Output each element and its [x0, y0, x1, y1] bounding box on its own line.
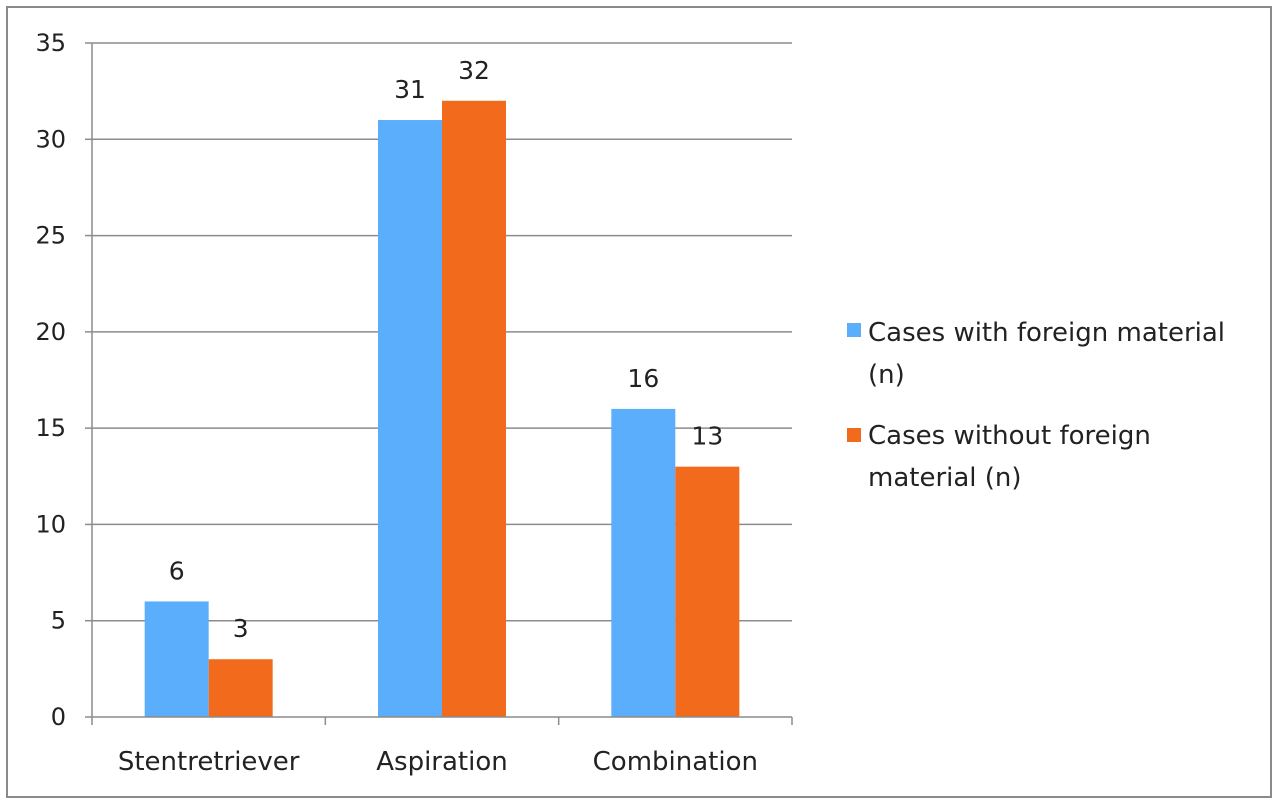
legend-label-series-2-line-1: Cases without foreign	[868, 421, 1151, 451]
y-tick-label-20: 20	[35, 318, 66, 346]
legend-label-series-1-line-2: (n)	[868, 360, 905, 390]
data-label-series-1-combination: 16	[627, 364, 659, 393]
bar-series-1-combination	[611, 408, 676, 717]
bar-series-1-aspiration	[378, 120, 442, 718]
data-label-series-2-combination: 13	[691, 422, 723, 451]
legend-swatch-series-1	[847, 323, 861, 337]
y-tick-label-25: 25	[35, 222, 66, 250]
y-tick-label-35: 35	[35, 29, 66, 57]
bar-series-2-aspiration	[442, 100, 506, 718]
x-category-label-aspiration: Aspiration	[376, 747, 508, 777]
y-tick-label-15: 15	[35, 414, 66, 442]
legend-label-series-1-line-1: Cases with foreign material	[868, 318, 1225, 348]
legend: Cases with foreign material (n) Cases wi…	[847, 318, 1225, 493]
y-tick-label-0: 0	[51, 703, 66, 731]
bars	[144, 100, 740, 718]
data-label-series-1-stentretriever: 6	[169, 556, 185, 585]
y-tick-label-10: 10	[35, 510, 66, 538]
bar-series-2-stentretriever	[208, 659, 273, 717]
data-labels: 6 3 31 32 16 13	[169, 56, 724, 643]
y-axis-ticks: 0 5 10 15 20 25 30 35	[35, 29, 92, 731]
bar-series-1-stentretriever	[144, 601, 209, 717]
legend-label-series-2-line-2: material (n)	[868, 463, 1022, 493]
data-label-series-1-aspiration: 31	[394, 75, 426, 104]
bar-series-2-combination	[675, 466, 740, 717]
legend-swatch-series-2	[847, 428, 861, 442]
x-axis-categories: Stentretriever Aspiration Combination	[118, 747, 758, 777]
data-label-series-2-aspiration: 32	[458, 56, 490, 85]
y-tick-label-30: 30	[35, 125, 66, 153]
y-tick-label-5: 5	[51, 607, 66, 635]
data-label-series-2-stentretriever: 3	[233, 614, 249, 643]
x-category-label-combination: Combination	[593, 747, 758, 777]
x-category-label-stentretriever: Stentretriever	[118, 747, 300, 777]
axes	[91, 43, 793, 725]
